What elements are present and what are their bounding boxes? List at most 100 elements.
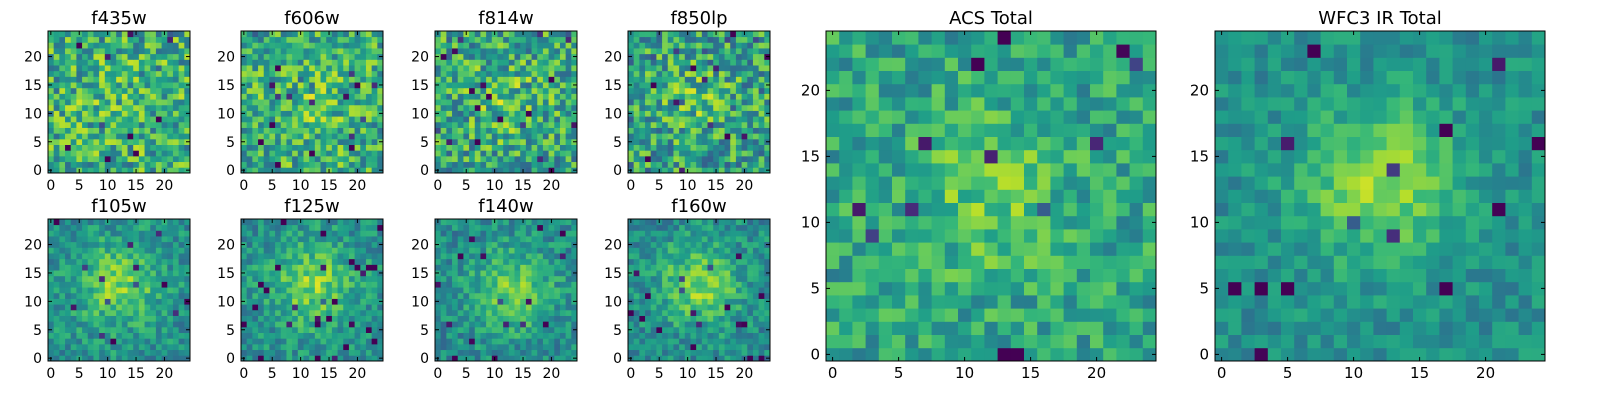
- heatmap-cell: [338, 270, 344, 276]
- heatmap-cell: [116, 242, 122, 248]
- heatmap-cell: [690, 42, 696, 48]
- heatmap-cell: [156, 327, 162, 333]
- heatmap-cell: [264, 293, 270, 299]
- heatmap-cell: [469, 65, 475, 71]
- heatmap-cell: [520, 316, 526, 322]
- heatmap-cell: [173, 71, 179, 77]
- heatmap-cell: [150, 82, 156, 88]
- heatmap-cell: [150, 59, 156, 65]
- heatmap-cell: [486, 145, 492, 151]
- heatmap-cell: [446, 333, 452, 339]
- heatmap-cell: [730, 167, 736, 173]
- heatmap-cell: [326, 299, 332, 305]
- heatmap-cell: [554, 48, 560, 54]
- heatmap-cell: [509, 333, 515, 339]
- heatmap-cell: [59, 225, 65, 231]
- heatmap-cell: [315, 281, 321, 287]
- heatmap-cell: [360, 333, 366, 339]
- heatmap-cell: [673, 59, 679, 65]
- heatmap-cell: [492, 76, 498, 82]
- heatmap-cell: [673, 37, 679, 43]
- heatmap-cell: [668, 105, 674, 111]
- heatmap-cell: [162, 54, 168, 60]
- heatmap-cell: [128, 111, 134, 117]
- heatmap-cell: [526, 242, 532, 248]
- heatmap-cell: [446, 88, 452, 94]
- heatmap-cell: [549, 270, 555, 276]
- heatmap-cell: [139, 99, 145, 105]
- heatmap-cell: [509, 42, 515, 48]
- heatmap-cell: [730, 48, 736, 54]
- heatmap-cell: [441, 281, 447, 287]
- heatmap-cell: [736, 99, 742, 105]
- heatmap-cell: [167, 316, 173, 322]
- heatmap-cell: [673, 355, 679, 361]
- heatmap-cell: [492, 162, 498, 168]
- heatmap-cell: [515, 105, 521, 111]
- heatmap-cell: [321, 299, 327, 305]
- heatmap-cell: [480, 128, 486, 134]
- heatmap-cell: [526, 37, 532, 43]
- heatmap-cell: [150, 293, 156, 299]
- heatmap-cell: [332, 344, 338, 350]
- heatmap-cell: [93, 88, 99, 94]
- heatmap-cell: [122, 37, 128, 43]
- heatmap-cell: [702, 54, 708, 60]
- heatmap-cell: [150, 111, 156, 117]
- heatmap-cell: [167, 253, 173, 259]
- heatmap-cell: [122, 264, 128, 270]
- heatmap-cell: [651, 293, 657, 299]
- heatmap-cell: [315, 355, 321, 361]
- heatmap-cell: [252, 116, 258, 122]
- heatmap-cell: [105, 230, 111, 236]
- heatmap-cell: [145, 264, 151, 270]
- heatmap-cell: [355, 111, 361, 117]
- heatmap-cell: [338, 259, 344, 265]
- heatmap-cell: [264, 281, 270, 287]
- heatmap-cell: [458, 276, 464, 282]
- heatmap-cell: [71, 310, 77, 316]
- heatmap-cell: [554, 128, 560, 134]
- heatmap-cell: [480, 304, 486, 310]
- heatmap-cell: [736, 310, 742, 316]
- heatmap-cell: [303, 122, 309, 128]
- heatmap-cell: [309, 344, 315, 350]
- heatmap-cell: [349, 48, 355, 54]
- heatmap-cell: [184, 150, 190, 156]
- heatmap-cell: [145, 76, 151, 82]
- heatmap-cell: [668, 128, 674, 134]
- heatmap-cell: [355, 105, 361, 111]
- heatmap-cell: [116, 299, 122, 305]
- heatmap-cell: [332, 350, 338, 356]
- heatmap-cell: [65, 310, 71, 316]
- heatmap-cell: [628, 133, 634, 139]
- heatmap-cell: [71, 299, 77, 305]
- heatmap-cell: [303, 59, 309, 65]
- heatmap-cell: [690, 122, 696, 128]
- heatmap-cell: [463, 316, 469, 322]
- heatmap-cell: [269, 71, 275, 77]
- heatmap-cell: [139, 162, 145, 168]
- heatmap-cell: [492, 111, 498, 117]
- heatmap-cell: [128, 310, 134, 316]
- heatmap-cell: [441, 230, 447, 236]
- heatmap-cell: [475, 281, 481, 287]
- heatmap-cell: [532, 236, 538, 242]
- heatmap-cell: [99, 162, 105, 168]
- heatmap-cell: [486, 304, 492, 310]
- heatmap-cell: [76, 116, 82, 122]
- heatmap-cell: [88, 76, 94, 82]
- heatmap-cell: [179, 333, 185, 339]
- heatmap-cell: [651, 82, 657, 88]
- heatmap-cell: [480, 42, 486, 48]
- panel-title: f606w: [284, 8, 339, 29]
- heatmap-cell: [475, 150, 481, 156]
- heatmap-cell: [742, 42, 748, 48]
- heatmap-cell: [173, 355, 179, 361]
- heatmap-cell: [173, 293, 179, 299]
- heatmap-cell: [759, 287, 765, 293]
- heatmap-cell: [452, 355, 458, 361]
- heatmap-cell: [560, 31, 566, 37]
- heatmap-cell: [110, 344, 116, 350]
- heatmap-cell: [753, 82, 759, 88]
